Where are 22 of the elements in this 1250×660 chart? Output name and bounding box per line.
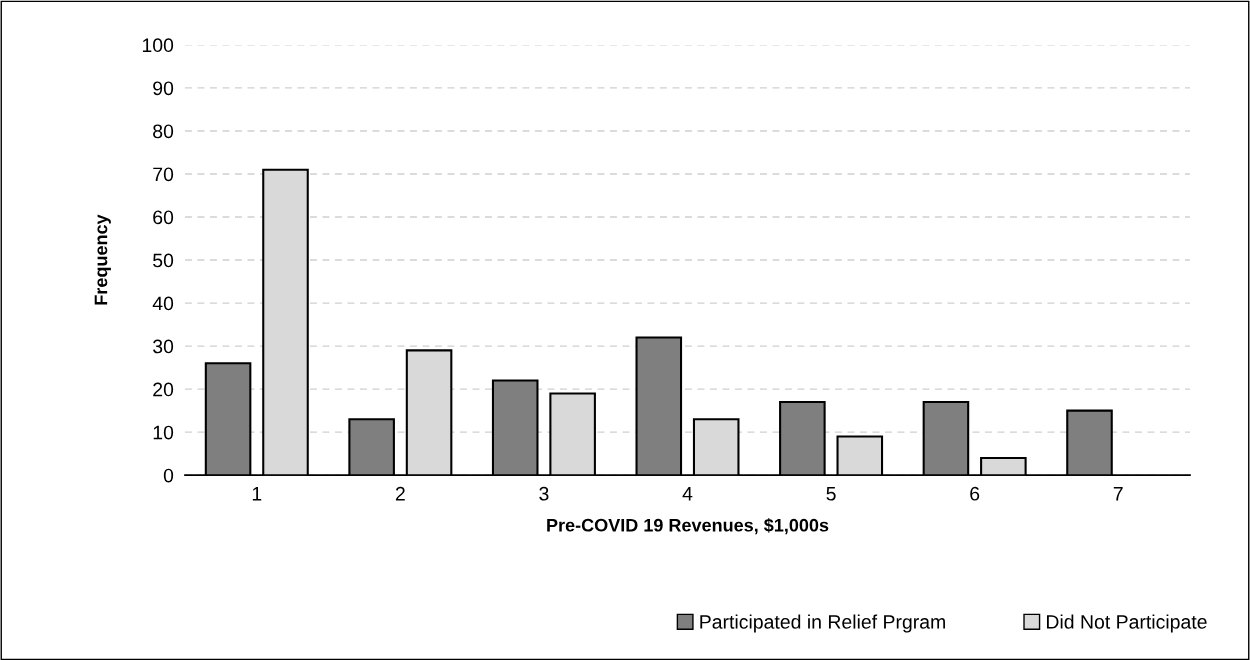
x-tick-label: 2 — [395, 486, 405, 501]
y-tick-label: 90 — [153, 81, 174, 96]
y-axis-title: Frequency — [94, 214, 111, 305]
x-tick-label: 5 — [826, 487, 836, 501]
y-tick-label: 10 — [153, 425, 174, 440]
y-tick-label: 100 — [142, 38, 174, 53]
y-tick-label: 0 — [163, 468, 174, 483]
y-tick-label: 40 — [152, 296, 174, 311]
x-axis-title: Pre-COVID 19 Revenues, $1,000s — [547, 518, 829, 535]
legend-label: Participated in Relief Prgram — [700, 614, 945, 633]
y-tick-label: 30 — [153, 339, 174, 354]
y-tick-label: 20 — [153, 382, 174, 397]
x-tick-label: 4 — [682, 487, 693, 501]
x-tick-label: 3 — [539, 486, 549, 501]
x-tick-label: 7 — [1113, 487, 1123, 501]
legend-label: Did Not Participate — [1047, 614, 1207, 633]
y-tick-label: 70 — [153, 167, 174, 182]
y-tick-label: 50 — [153, 253, 174, 268]
x-tick-label: 1 — [252, 487, 262, 501]
y-tick-label: 60 — [153, 210, 174, 225]
y-tick-label: 80 — [153, 124, 174, 139]
x-tick-label: 6 — [970, 486, 980, 501]
